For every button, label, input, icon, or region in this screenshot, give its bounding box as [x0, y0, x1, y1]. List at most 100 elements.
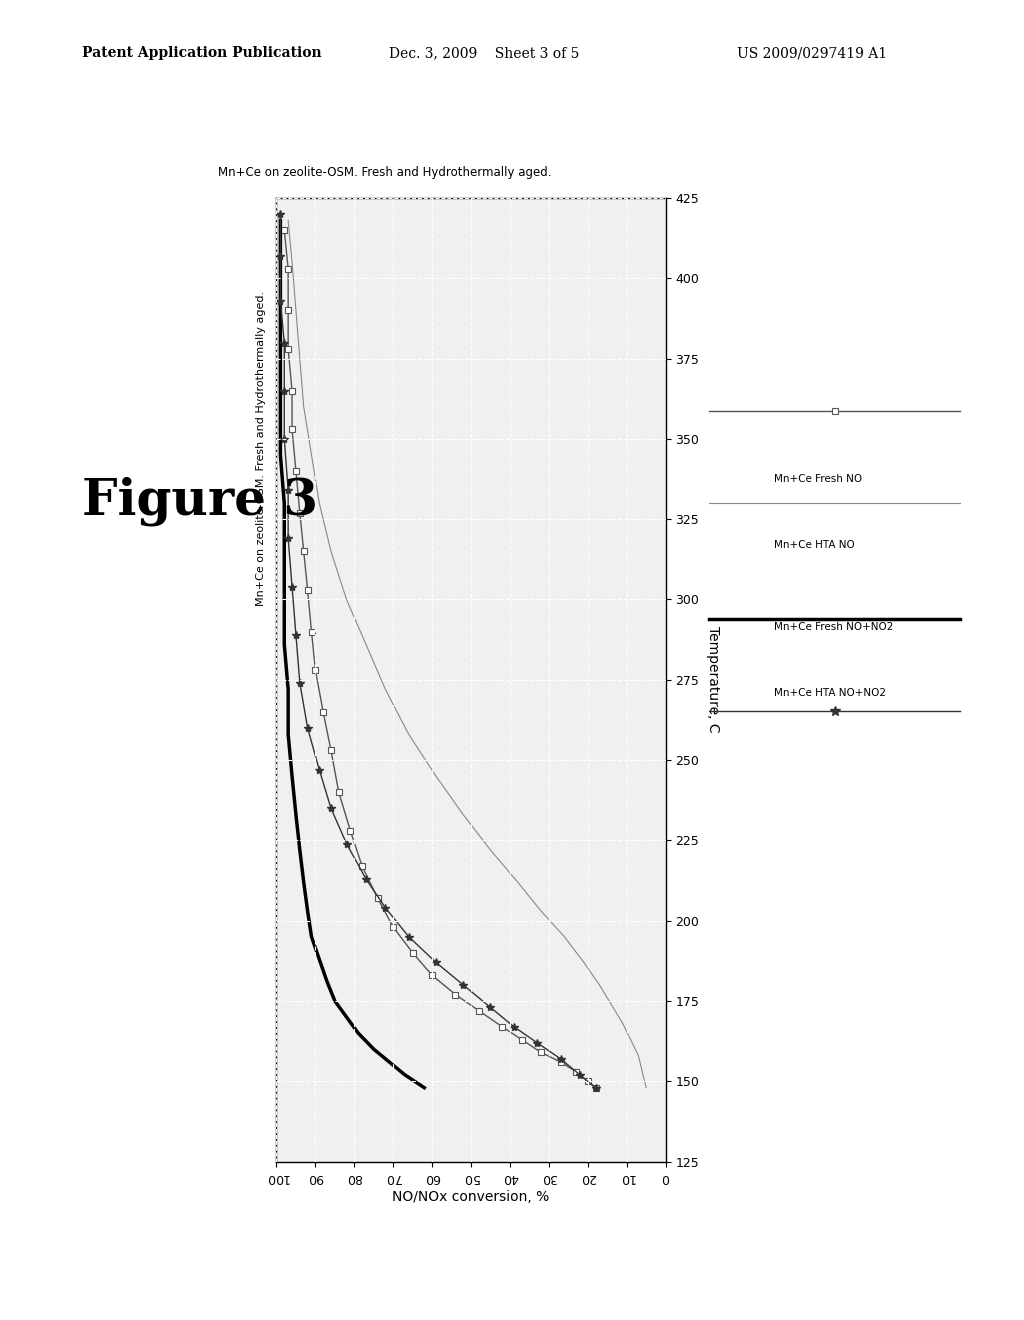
- Mn+Ce HTA NO: [636, 1064, 648, 1080]
- Mn+Ce Fresh NO+NO2: [286, 768, 298, 784]
- Mn+Ce HTA NO+NO2: [279, 334, 291, 350]
- Mn+Ce HTA NO: [340, 591, 352, 607]
- Mn+Ce Fresh NO: [496, 1019, 508, 1035]
- Mn+Ce HTA NO: [593, 977, 605, 993]
- Mn+Ce Fresh NO+NO2: [279, 636, 291, 652]
- Mn+Ce Fresh NO: [286, 383, 298, 399]
- Text: Mn+Ce on zeolite-OSM. Fresh and Hydrothermally aged.: Mn+Ce on zeolite-OSM. Fresh and Hydrothe…: [218, 166, 552, 178]
- Mn+Ce Fresh NO+NO2: [282, 726, 294, 742]
- Text: Mn+Ce Fresh NO: Mn+Ce Fresh NO: [774, 474, 862, 483]
- Mn+Ce Fresh NO: [515, 1032, 527, 1048]
- Mn+Ce Fresh NO+NO2: [305, 929, 317, 945]
- Mn+Ce HTA NO+NO2: [573, 1067, 586, 1082]
- Mn+Ce Fresh NO: [590, 1080, 602, 1096]
- Mn+Ce Fresh NO: [407, 945, 419, 961]
- Text: Figure 3: Figure 3: [82, 477, 318, 527]
- Mn+Ce Fresh NO+NO2: [329, 993, 341, 1008]
- Mn+Ce Fresh NO+NO2: [274, 399, 287, 414]
- Mn+Ce Fresh NO+NO2: [398, 1067, 411, 1082]
- Mn+Ce HTA NO: [578, 954, 590, 970]
- Mn+Ce HTA NO+NO2: [274, 248, 287, 264]
- Text: Mn+Ce HTA NO: Mn+Ce HTA NO: [774, 540, 854, 549]
- Mn+Ce Fresh NO: [535, 1044, 547, 1060]
- Mn+Ce Fresh NO: [279, 222, 291, 238]
- Mn+Ce HTA NO: [290, 302, 302, 318]
- Mn+Ce HTA NO+NO2: [279, 430, 291, 446]
- Mn+Ce HTA NO+NO2: [402, 929, 415, 945]
- Mn+Ce HTA NO+NO2: [430, 954, 442, 970]
- Mn+Ce HTA NO+NO2: [274, 206, 287, 222]
- Mn+Ce Fresh NO: [294, 504, 306, 520]
- Mn+Ce HTA NO: [484, 842, 497, 858]
- Mn+Ce Fresh NO: [426, 968, 438, 983]
- Mn+Ce Fresh NO+NO2: [274, 447, 287, 463]
- Line: Mn+Ce HTA NO: Mn+Ce HTA NO: [288, 220, 646, 1088]
- X-axis label: NO/NOx conversion, %: NO/NOx conversion, %: [392, 1189, 550, 1204]
- Mn+Ce Fresh NO: [582, 1073, 594, 1089]
- Mn+Ce Fresh NO+NO2: [279, 495, 291, 511]
- Mn+Ce Fresh NO+NO2: [340, 1008, 352, 1024]
- Mn+Ce HTA NO+NO2: [484, 999, 497, 1015]
- Mn+Ce HTA NO+NO2: [290, 627, 302, 643]
- Mn+Ce Fresh NO+NO2: [352, 1026, 365, 1041]
- Mn+Ce Fresh NO: [298, 544, 310, 560]
- Mn+Ce Fresh NO: [282, 302, 294, 318]
- Mn+Ce HTA NO: [282, 213, 294, 228]
- Mn+Ce Fresh NO: [333, 784, 345, 800]
- Text: Patent Application Publication: Patent Application Publication: [82, 46, 322, 61]
- Mn+Ce HTA NO+NO2: [359, 871, 372, 887]
- Mn+Ce HTA NO: [305, 447, 317, 463]
- Mn+Ce HTA NO: [313, 495, 326, 511]
- Mn+Ce HTA NO+NO2: [508, 1019, 520, 1035]
- Mn+Ce HTA NO+NO2: [286, 578, 298, 594]
- Mn+Ce HTA NO+NO2: [282, 531, 294, 546]
- Mn+Ce Fresh NO+NO2: [313, 952, 326, 968]
- Mn+Ce HTA NO: [558, 929, 570, 945]
- Mn+Ce Fresh NO+NO2: [274, 351, 287, 367]
- Line: Mn+Ce Fresh NO: Mn+Ce Fresh NO: [282, 227, 598, 1090]
- Mn+Ce Fresh NO+NO2: [279, 544, 291, 560]
- Mn+Ce Fresh NO: [570, 1064, 583, 1080]
- Mn+Ce Fresh NO: [290, 463, 302, 479]
- Mn+Ce HTA NO+NO2: [301, 721, 313, 737]
- Mn+Ce HTA NO+NO2: [294, 675, 306, 690]
- Mn+Ce Fresh NO+NO2: [274, 255, 287, 271]
- Mn+Ce HTA NO+NO2: [325, 800, 337, 816]
- Mn+Ce Fresh NO+NO2: [294, 842, 306, 858]
- Mn+Ce HTA NO: [605, 997, 617, 1012]
- Mn+Ce HTA NO+NO2: [274, 293, 287, 309]
- Mn+Ce HTA NO: [359, 636, 372, 652]
- Mn+Ce Fresh NO+NO2: [274, 302, 287, 318]
- Mn+Ce Fresh NO: [473, 1003, 485, 1019]
- Text: Mn+Ce Fresh NO+NO2: Mn+Ce Fresh NO+NO2: [774, 622, 893, 632]
- Mn+Ce HTA NO: [294, 351, 306, 367]
- Line: Mn+Ce Fresh NO+NO2: Mn+Ce Fresh NO+NO2: [281, 220, 424, 1088]
- Mn+Ce Fresh NO: [325, 743, 337, 759]
- Mn+Ce HTA NO: [625, 1032, 637, 1048]
- Mn+Ce HTA NO+NO2: [531, 1035, 544, 1051]
- Mn+Ce HTA NO: [535, 903, 547, 919]
- Mn+Ce HTA NO: [430, 768, 442, 784]
- Mn+Ce Fresh NO+NO2: [321, 974, 333, 990]
- Mn+Ce HTA NO: [298, 399, 310, 414]
- Line: Mn+Ce HTA NO+NO2: Mn+Ce HTA NO+NO2: [276, 210, 600, 1092]
- Mn+Ce HTA NO: [379, 681, 391, 697]
- Text: Dec. 3, 2009    Sheet 3 of 5: Dec. 3, 2009 Sheet 3 of 5: [389, 46, 580, 61]
- Mn+Ce Fresh NO: [317, 704, 330, 719]
- Mn+Ce Fresh NO: [554, 1055, 566, 1071]
- Y-axis label: Temperature, C: Temperature, C: [706, 627, 720, 733]
- Mn+Ce HTA NO+NO2: [379, 900, 391, 916]
- Mn+Ce Fresh NO: [372, 890, 384, 906]
- Mn+Ce HTA NO: [457, 807, 469, 822]
- Mn+Ce HTA NO: [286, 255, 298, 271]
- Mn+Ce HTA NO: [325, 544, 337, 560]
- Mn+Ce HTA NO+NO2: [340, 836, 352, 851]
- Mn+Ce Fresh NO: [282, 341, 294, 356]
- Mn+Ce Fresh NO: [387, 919, 399, 935]
- Mn+Ce Fresh NO+NO2: [290, 807, 302, 822]
- Mn+Ce HTA NO+NO2: [457, 977, 469, 993]
- Mn+Ce Fresh NO: [356, 858, 369, 874]
- Mn+Ce Fresh NO+NO2: [383, 1055, 395, 1071]
- Mn+Ce Fresh NO+NO2: [274, 213, 287, 228]
- Mn+Ce Fresh NO: [450, 986, 462, 1002]
